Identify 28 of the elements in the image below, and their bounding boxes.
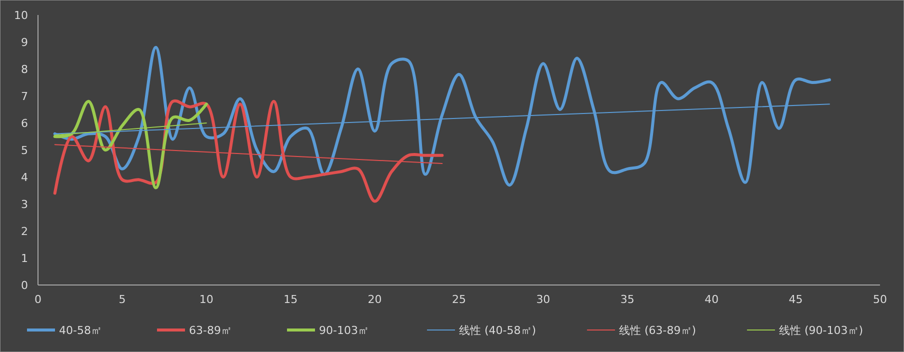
legend-label: 90-103㎡ xyxy=(319,324,369,337)
legend-label: 线性 (40-58㎡) xyxy=(459,324,536,337)
legend-label: 40-58㎡ xyxy=(59,324,102,337)
x-tick-label: 45 xyxy=(788,293,803,306)
y-tick-label: 3 xyxy=(21,198,28,211)
y-tick-label: 6 xyxy=(21,116,28,130)
x-tick-label: 50 xyxy=(873,293,887,306)
legend-label: 63-89㎡ xyxy=(189,324,232,337)
y-tick-label: 5 xyxy=(21,144,28,157)
x-tick-label: 15 xyxy=(284,293,298,306)
y-tick-label: 10 xyxy=(14,8,28,22)
legend-label: 线性 (63-89㎡) xyxy=(619,324,696,337)
x-tick-label: 35 xyxy=(620,293,634,306)
y-tick-label: 9 xyxy=(21,36,28,49)
y-tick-label: 8 xyxy=(21,62,28,76)
x-tick-label: 5 xyxy=(118,293,126,306)
legend-label: 线性 (90-103㎡) xyxy=(779,324,864,337)
x-tick-label: 0 xyxy=(34,293,42,306)
x-tick-label: 10 xyxy=(199,293,214,306)
y-tick-label: 0 xyxy=(21,278,28,292)
y-tick-label: 7 xyxy=(21,90,28,103)
x-tick-label: 20 xyxy=(368,293,382,306)
y-tick-label: 2 xyxy=(21,224,28,238)
x-tick-label: 30 xyxy=(536,293,550,306)
x-tick-label: 25 xyxy=(452,293,466,306)
y-tick-label: 1 xyxy=(21,252,28,265)
x-tick-label: 40 xyxy=(704,293,719,306)
y-tick-label: 4 xyxy=(21,170,28,184)
